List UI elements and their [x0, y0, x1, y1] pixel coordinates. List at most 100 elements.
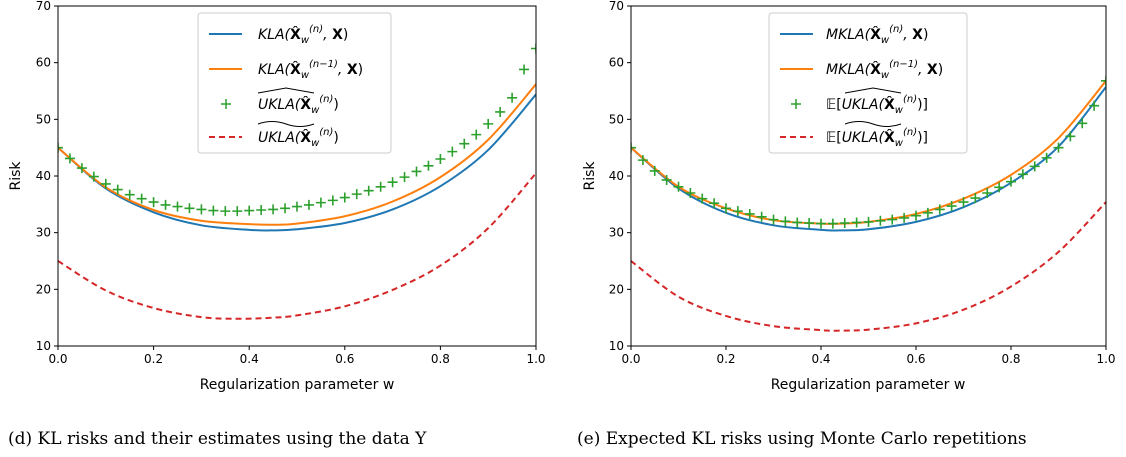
x-axis-label-d: Regularization parameter w [200, 377, 395, 393]
data-point [268, 204, 279, 215]
y-tick-label: 40 [609, 169, 624, 183]
data-point [661, 174, 672, 185]
svg-text:UKLA(X̂w(n)): UKLA(X̂w(n)) [258, 94, 339, 116]
data-point [399, 172, 410, 183]
y-tick-label: 50 [609, 112, 624, 126]
legend-label-d-4: UKLA(X̂w(n)) [257, 121, 339, 149]
data-point [483, 118, 494, 129]
data-point [875, 215, 886, 226]
y-axis-label-d: Risk [8, 161, 24, 191]
legend-swatch-green-e [791, 99, 801, 109]
x-tick-label: 0.0 [621, 352, 640, 366]
data-point [58, 142, 63, 153]
legend-d: KLA(X̂w(n), X) KLA(X̂w(n−1), X) UKLA(X̂w… [197, 12, 392, 154]
data-point [780, 216, 791, 227]
data-point [363, 185, 374, 196]
data-point [160, 199, 171, 210]
series-green-markers-e [631, 75, 1106, 229]
x-tick-label: 0.4 [811, 352, 830, 366]
data-point [863, 216, 874, 227]
data-point [1101, 75, 1106, 86]
x-tick-label: 0.2 [716, 352, 735, 366]
y-tick-label: 40 [36, 169, 51, 183]
data-point [531, 43, 536, 54]
data-point [375, 181, 386, 192]
legend-label-e-1: MKLA(X̂w(n), X) [826, 24, 928, 46]
data-point [685, 188, 696, 198]
caption-d: (d) KL risks and their estimates using t… [8, 429, 427, 449]
data-point [637, 155, 648, 166]
data-point [232, 206, 243, 217]
y-tick-label: 60 [36, 56, 51, 70]
data-point [88, 171, 99, 182]
data-point [721, 203, 731, 214]
data-point [804, 218, 815, 229]
data-point [471, 129, 482, 140]
y-tick-label: 70 [609, 0, 624, 13]
data-point [124, 189, 135, 200]
x-tick-label: 1.0 [526, 352, 545, 366]
data-point [946, 201, 957, 212]
data-point [1053, 142, 1064, 153]
y-tick-label: 10 [36, 339, 51, 353]
data-point [196, 204, 207, 215]
legend-label-d-1: KLA(X̂w(n), X) [258, 24, 348, 46]
data-point [709, 198, 720, 209]
data-point [387, 177, 398, 188]
data-point [756, 211, 767, 222]
data-point [768, 214, 779, 225]
data-point [100, 178, 111, 189]
data-point [292, 201, 302, 212]
data-point [411, 166, 422, 177]
data-point [303, 199, 314, 210]
x-axis-label-e: Regularization parameter w [771, 377, 966, 393]
data-point [148, 197, 159, 208]
data-point [256, 205, 267, 215]
data-point [934, 204, 945, 215]
x-tick-label: 0.6 [335, 352, 354, 366]
svg-text:𝔼[UKLA(X̂w(n))]: 𝔼[UKLA(X̂w(n))] [826, 127, 928, 149]
data-point [958, 197, 969, 208]
y-tick-label: 50 [36, 112, 51, 126]
data-point [744, 208, 755, 219]
legend-e: MKLA(X̂w(n), X) MKLA(X̂w(n−1), X) 𝔼[UKLA… [768, 12, 968, 154]
data-point [184, 203, 195, 214]
x-tick-label: 0.2 [144, 352, 163, 366]
y-tick-label: 20 [36, 282, 51, 296]
x-tick-label: 0.0 [48, 352, 67, 366]
svg-text:KLA(X̂w(n), X): KLA(X̂w(n), X) [258, 24, 348, 46]
y-tick-label: 70 [36, 0, 51, 13]
x-ticks-e: 0.0 0.2 0.4 0.6 0.8 1.0 [621, 346, 1116, 366]
data-point [1017, 169, 1028, 180]
svg-text:UKLA(X̂w(n)): UKLA(X̂w(n)) [258, 127, 339, 149]
data-point [1006, 176, 1016, 187]
data-point [922, 207, 933, 218]
legend-label-d-3: UKLA(X̂w(n)) [257, 87, 339, 116]
y-ticks-d: 10 20 30 40 50 60 70 [36, 0, 58, 353]
series-red-line-d [58, 172, 536, 320]
legend-label-e-3: 𝔼[UKLA(X̂w(n))] [826, 87, 928, 116]
data-point [244, 205, 255, 216]
chart-panel-d: 0.0 0.2 0.4 0.6 0.8 1.0 10 20 30 40 50 60 70 Regula… [8, 0, 546, 449]
chart-panel-e: 0.0 0.2 0.4 0.6 0.8 1.0 10 20 30 40 50 60 70 Regula… [577, 0, 1116, 449]
y-tick-label: 20 [609, 282, 624, 296]
data-point [899, 212, 910, 223]
y-tick-label: 60 [609, 56, 624, 70]
data-point [1029, 161, 1040, 172]
data-point [851, 217, 862, 228]
data-point [732, 206, 743, 217]
legend-box-e [768, 12, 968, 154]
series-blue-line-d [58, 93, 536, 232]
data-point [351, 189, 362, 200]
y-tick-label: 10 [609, 339, 624, 353]
data-point [339, 192, 350, 203]
data-point [1041, 152, 1052, 163]
series-green-markers-d [58, 43, 536, 217]
y-tick-label: 30 [609, 226, 624, 240]
data-point [76, 163, 87, 174]
x-tick-label: 0.8 [431, 352, 450, 366]
svg-text:𝔼[UKLA(X̂w(n))]: 𝔼[UKLA(X̂w(n))] [826, 94, 928, 116]
data-point [673, 181, 684, 192]
data-point [327, 195, 338, 206]
